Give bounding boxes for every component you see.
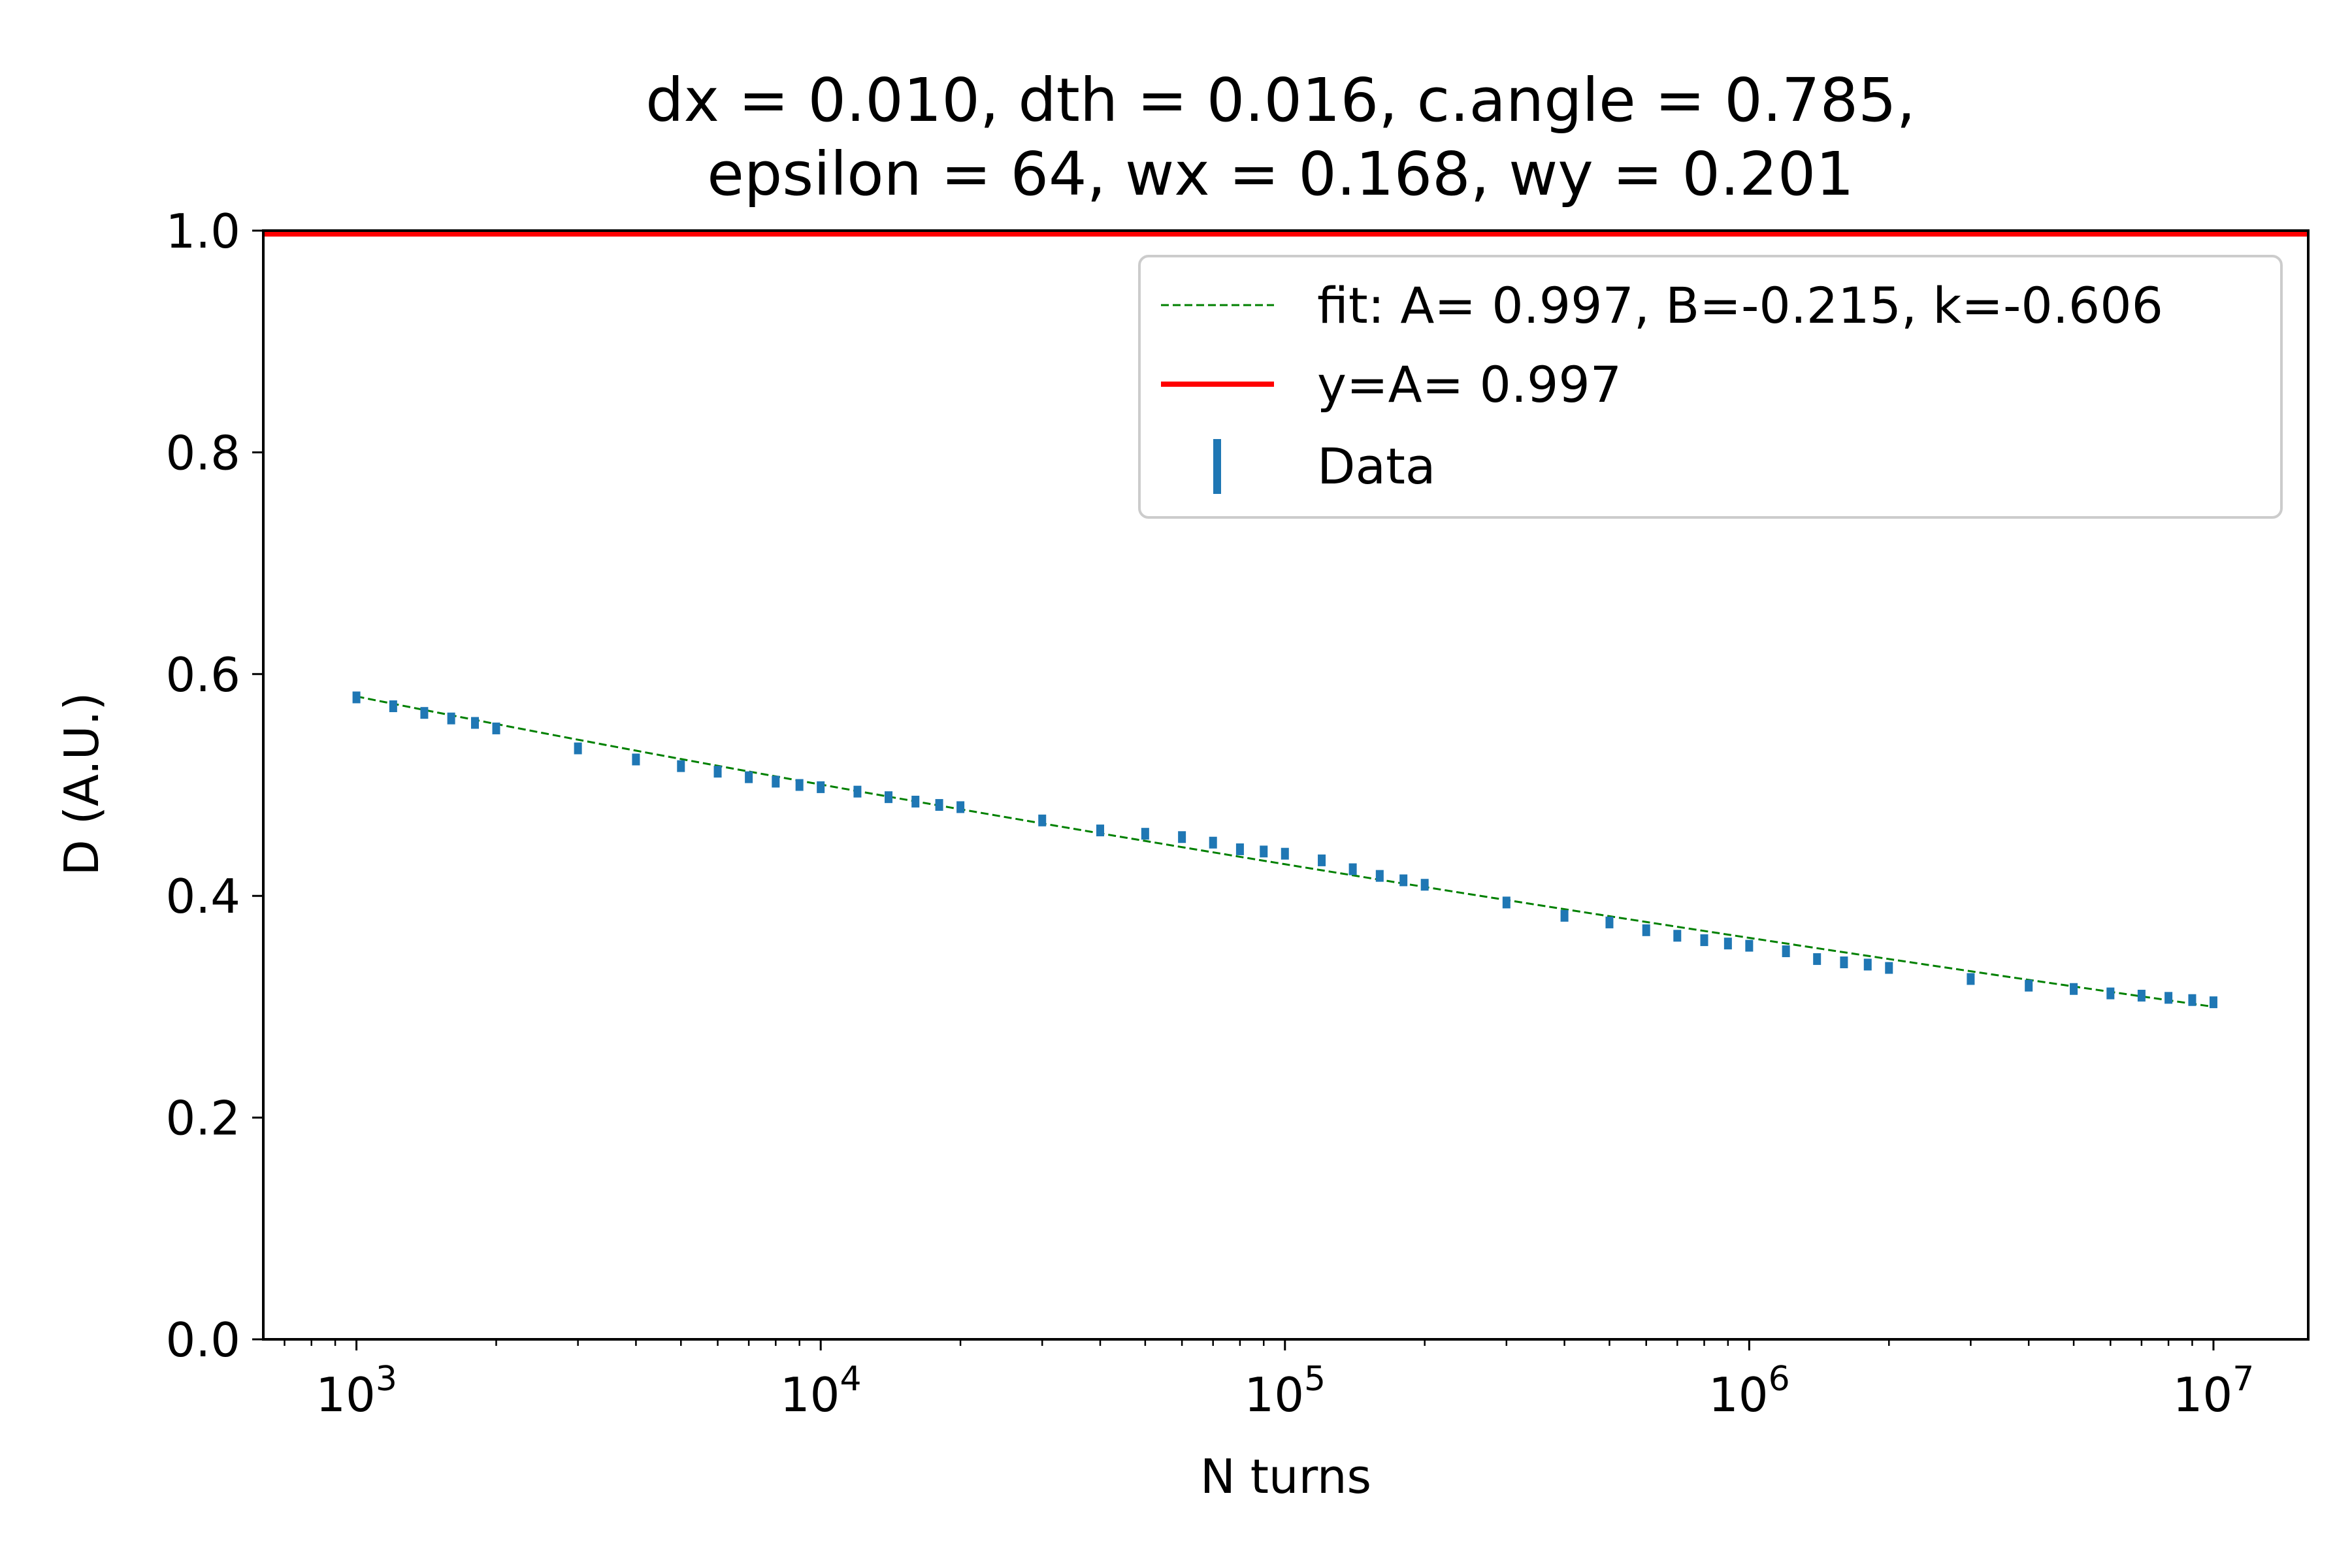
chart-title: dx = 0.010, dth = 0.016, c.angle = 0.785…: [645, 65, 1916, 209]
data-point: [1723, 938, 1732, 950]
data-point: [2209, 996, 2217, 1009]
title-line-2: epsilon = 64, wx = 0.168, wy = 0.201: [707, 139, 1854, 209]
data-point: [1782, 945, 1790, 958]
data-point: [2137, 989, 2146, 1002]
data-point: [1502, 896, 1511, 909]
data-point: [2188, 994, 2197, 1006]
data-point: [1141, 828, 1149, 840]
data-point: [420, 707, 429, 719]
data-point: [677, 760, 685, 772]
data-point: [795, 779, 804, 791]
y-tick-label: 0.2: [165, 1091, 240, 1146]
data-point: [1642, 924, 1650, 936]
legend-fit-label: fit: A= 0.997, B=-0.215, k=-0.606: [1317, 276, 2163, 335]
legend-data-label: Data: [1317, 437, 1435, 495]
data-point: [1209, 836, 1217, 849]
data-point: [1420, 879, 1429, 891]
data-point: [389, 700, 397, 713]
data-point: [1178, 831, 1186, 843]
data-point: [885, 791, 893, 804]
data-point: [853, 785, 862, 798]
data-point: [1281, 847, 1289, 860]
legend-box: [1138, 255, 2283, 519]
data-point: [1700, 934, 1708, 947]
data-point: [2070, 983, 2078, 995]
data-point: [1813, 953, 1821, 965]
data-point: [745, 771, 753, 783]
data-point: [2025, 979, 2033, 992]
data-point: [470, 717, 479, 729]
y-axis-label: D (A.U.): [54, 693, 109, 876]
data-point: [492, 722, 500, 734]
data-point: [817, 781, 825, 793]
data-point: [2164, 992, 2173, 1004]
y-tick-label: 0.8: [165, 425, 240, 480]
data-point: [1840, 956, 1848, 969]
data-point: [713, 766, 722, 778]
x-axis-label: N turns: [1200, 1449, 1371, 1504]
data-point: [1375, 870, 1384, 882]
fit-line: [356, 695, 2214, 1008]
y-tick-label: 0.4: [165, 869, 240, 924]
data-point: [352, 691, 361, 704]
x-tick-label: 103: [316, 1360, 397, 1422]
legend-hline-label: y=A= 0.997: [1317, 355, 1622, 414]
data-point: [1096, 825, 1104, 837]
data-point: [1399, 874, 1408, 887]
legend: fit: A= 0.997, B=-0.215, k=-0.606 y=A= 0…: [1138, 255, 2283, 519]
x-axis-ticks: 103 104 105 106 107: [284, 1339, 2255, 1422]
x-tick-label: 105: [1244, 1360, 1326, 1422]
x-tick-label: 107: [2173, 1360, 2255, 1422]
data-point: [1605, 916, 1614, 928]
data-point: [1560, 909, 1569, 922]
data-point: [1673, 930, 1682, 942]
data-point: [1260, 845, 1268, 858]
data-point: [1885, 962, 1893, 974]
x-tick-label: 106: [1708, 1360, 1790, 1422]
data-point: [1348, 863, 1357, 875]
y-tick-label: 0.6: [165, 647, 240, 702]
data-point: [956, 801, 965, 813]
data-point: [1863, 958, 1872, 971]
data-point: [1967, 973, 1975, 985]
data-point: [447, 712, 455, 725]
y-tick-label: 0.0: [165, 1313, 240, 1367]
data-point: [772, 776, 780, 788]
chart-marks: [263, 231, 2308, 1009]
data-point: [1745, 939, 1754, 952]
y-tick-label: 1.0: [165, 204, 240, 259]
title-line-1: dx = 0.010, dth = 0.016, c.angle = 0.785…: [645, 65, 1916, 135]
data-point: [935, 799, 943, 811]
data-point: [632, 753, 640, 766]
y-axis-ticks: 0.0 0.2 0.4 0.6 0.8 1.0: [165, 204, 263, 1367]
x-tick-label: 104: [780, 1360, 862, 1422]
data-point: [1318, 854, 1326, 866]
data-point: [1235, 843, 1244, 855]
data-point: [2106, 987, 2115, 1000]
data-point: [574, 742, 582, 755]
data-point: [911, 795, 920, 808]
data-point: [1038, 814, 1047, 826]
